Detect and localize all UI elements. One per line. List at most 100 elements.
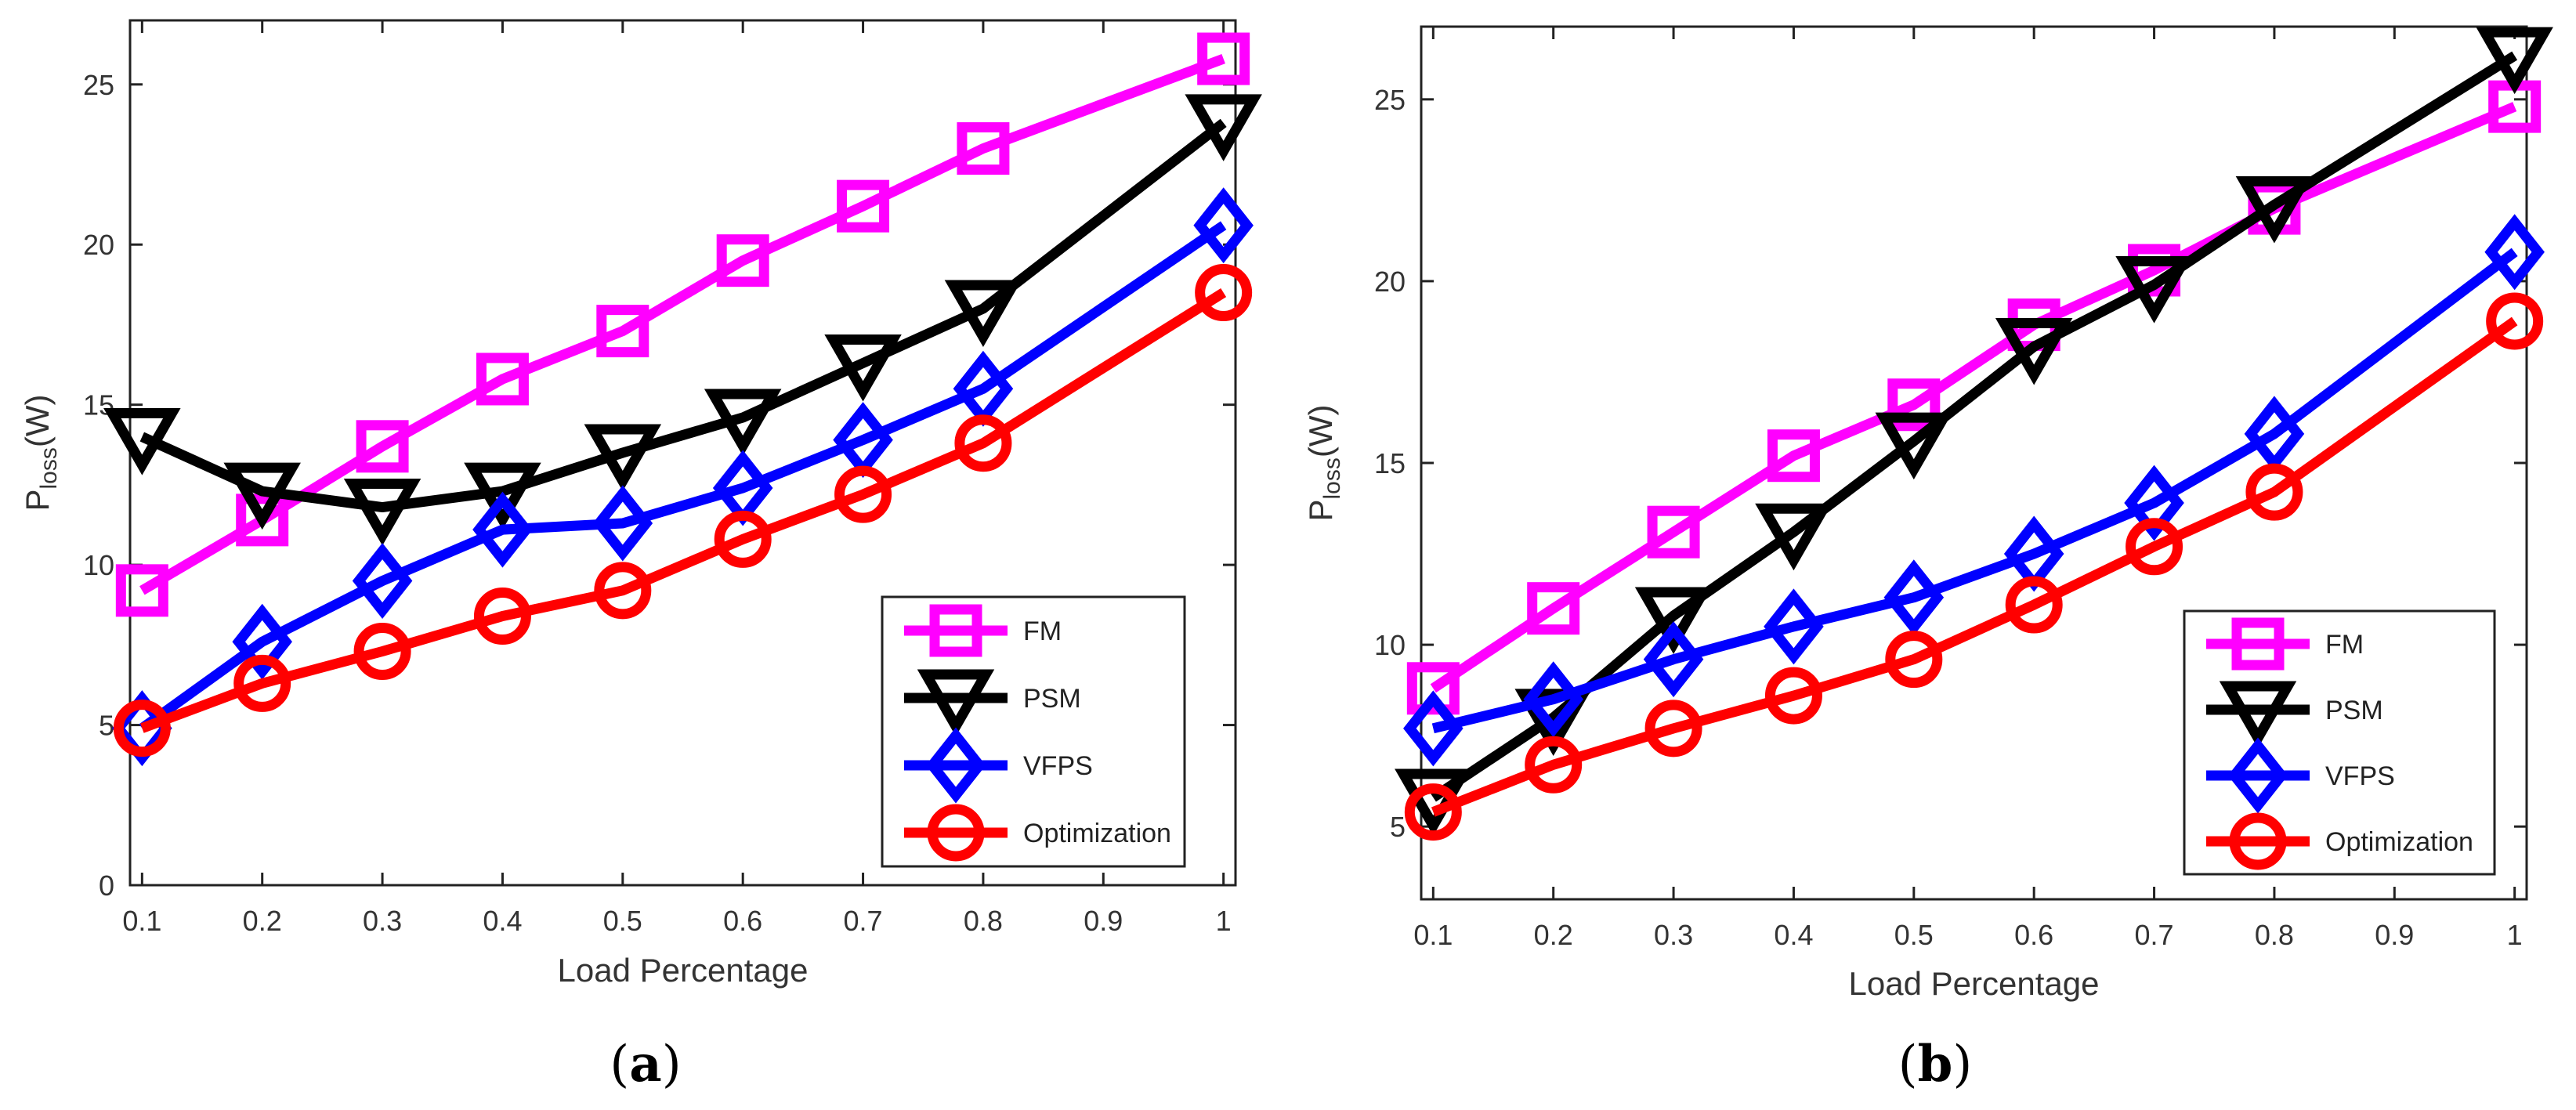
y-tick-label: 20 xyxy=(83,229,114,261)
y-axis-label-unit: (W) xyxy=(1302,405,1339,458)
y-tick-label: 20 xyxy=(1374,266,1406,298)
data-point-fm xyxy=(716,234,769,287)
legend-marker-optimization xyxy=(927,804,985,862)
data-point-psm xyxy=(343,479,421,546)
data-point-psm xyxy=(1875,412,1953,480)
x-tick-label: 0.8 xyxy=(2255,919,2294,951)
panel-caption-a: (a) xyxy=(610,1035,681,1094)
x-tick-label: 0.8 xyxy=(964,905,1003,937)
y-tick-label: 5 xyxy=(1390,811,1406,843)
data-point-psm xyxy=(2235,175,2314,244)
data-point-fm xyxy=(1197,32,1250,85)
y-axis-label-sub: loss xyxy=(1319,457,1345,499)
data-point-fm xyxy=(476,353,529,406)
x-tick-label: 0.2 xyxy=(1534,919,1573,951)
y-axis-label-main: P xyxy=(1302,499,1339,521)
data-point-fm xyxy=(1406,662,1460,715)
legend: FM PSM VFPS Optimization xyxy=(881,595,1186,868)
caption-close-paren: ) xyxy=(1952,1036,1972,1094)
y-axis-label-sub: loss xyxy=(36,447,62,489)
series-line-psm xyxy=(139,118,1227,513)
data-point-psm xyxy=(1995,317,2073,385)
legend-label-optimization: Optimization xyxy=(1023,819,1171,848)
data-point-vfps xyxy=(2484,214,2545,291)
data-point-vfps xyxy=(1523,661,1583,738)
caption-letter-b: b xyxy=(1918,1035,1953,1094)
legend-label-optimization: Optimization xyxy=(2325,827,2473,857)
legend-label-psm: PSM xyxy=(2325,696,2383,725)
y-axis-label: Ploss(W) xyxy=(19,395,62,512)
data-point-fm xyxy=(957,122,1010,175)
data-point-optimization xyxy=(1764,667,1822,725)
data-point-fm xyxy=(1767,429,1820,483)
x-tick-label: 0.1 xyxy=(1413,919,1453,951)
x-tick-label: 0.4 xyxy=(1774,919,1813,951)
data-point-optimization xyxy=(1644,700,1702,757)
data-point-vfps xyxy=(2124,465,2184,541)
x-tick-label: 1 xyxy=(2507,919,2523,951)
y-tick-label: 0 xyxy=(99,870,114,902)
x-tick-label: 0.3 xyxy=(363,905,402,937)
data-point-fm xyxy=(837,179,890,233)
x-axis-label: Load Percentage xyxy=(558,952,809,989)
data-point-optimization xyxy=(2005,576,2063,634)
data-point-vfps xyxy=(1883,559,1945,636)
data-point-optimization xyxy=(834,465,892,523)
data-point-optimization xyxy=(594,562,652,620)
panel-caption-b: (b) xyxy=(1898,1035,1973,1094)
data-point-vfps xyxy=(1643,621,1704,698)
caption-open-paren: ( xyxy=(610,1036,629,1094)
legend-label-vfps: VFPS xyxy=(1023,751,1093,781)
series-line-vfps xyxy=(1431,248,2518,734)
x-axis-label: Load Percentage xyxy=(1849,965,2100,1002)
x-tick-label: 0.5 xyxy=(603,905,642,937)
data-point-psm xyxy=(584,424,662,492)
caption-close-paren: ) xyxy=(662,1036,682,1094)
data-point-psm xyxy=(464,462,541,530)
data-point-vfps xyxy=(1403,690,1463,767)
data-point-vfps xyxy=(1764,588,1824,665)
data-point-psm xyxy=(704,389,782,457)
legend-marker-fm xyxy=(929,604,982,657)
legend-marker-optimization xyxy=(2229,812,2287,870)
legend-label-fm: FM xyxy=(1023,616,1062,646)
data-point-optimization xyxy=(233,654,291,712)
data-point-fm xyxy=(115,564,168,617)
y-tick-label: 25 xyxy=(83,69,114,101)
data-point-vfps xyxy=(1193,187,1254,264)
x-tick-label: 0.3 xyxy=(1654,919,1693,951)
data-point-psm xyxy=(1755,503,1833,571)
y-axis-label-main: P xyxy=(19,489,56,511)
data-point-psm xyxy=(2115,256,2193,324)
data-point-psm xyxy=(2476,27,2553,95)
data-point-optimization xyxy=(1885,631,1943,689)
data-point-psm xyxy=(223,462,301,530)
data-point-psm xyxy=(824,334,902,402)
series-line-optimization xyxy=(1431,316,2518,817)
x-tick-label: 0.5 xyxy=(1894,919,1934,951)
series-line-vfps xyxy=(139,221,1227,732)
x-tick-label: 0.2 xyxy=(243,905,282,937)
data-point-psm xyxy=(103,408,181,475)
y-tick-label: 5 xyxy=(99,710,114,742)
data-point-optimization xyxy=(714,510,772,568)
x-tick-label: 0.9 xyxy=(1084,905,1123,937)
data-point-optimization xyxy=(2126,518,2183,576)
legend-marker-fm xyxy=(2231,617,2285,671)
data-point-optimization xyxy=(353,623,411,681)
data-point-optimization xyxy=(2245,463,2303,521)
legend-label-vfps: VFPS xyxy=(2325,761,2395,791)
legend-label-psm: PSM xyxy=(1023,684,1081,714)
data-point-optimization xyxy=(1195,264,1253,322)
data-point-optimization xyxy=(1525,736,1583,794)
data-point-optimization xyxy=(473,588,531,645)
series-layer xyxy=(1395,27,2553,841)
data-point-fm xyxy=(1647,505,1700,559)
data-point-psm xyxy=(1185,94,1262,161)
data-point-optimization xyxy=(954,414,1012,472)
y-tick-label: 10 xyxy=(1374,629,1406,661)
x-tick-label: 0.7 xyxy=(2135,919,2174,951)
